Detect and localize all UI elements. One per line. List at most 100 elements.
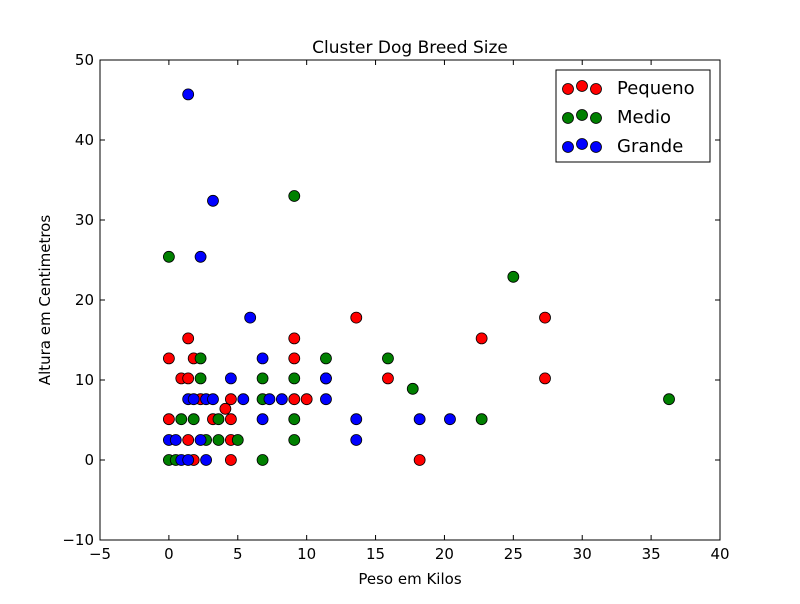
data-point bbox=[224, 454, 237, 466]
data-point bbox=[182, 454, 195, 466]
data-point bbox=[263, 393, 276, 406]
data-point bbox=[300, 393, 313, 406]
data-point bbox=[194, 372, 207, 385]
data-point bbox=[406, 382, 419, 395]
data-point bbox=[224, 393, 237, 406]
y-tick-label: 30 bbox=[75, 211, 94, 229]
data-point bbox=[231, 434, 244, 446]
x-axis-label: Peso em Kilos bbox=[358, 570, 461, 588]
data-point bbox=[194, 352, 207, 365]
data-point bbox=[444, 413, 456, 426]
x-tick-label: 30 bbox=[573, 545, 592, 563]
data-point bbox=[182, 88, 195, 101]
data-point bbox=[244, 311, 257, 324]
data-point bbox=[413, 454, 426, 466]
data-point bbox=[162, 352, 175, 365]
data-point bbox=[275, 393, 288, 406]
data-point bbox=[212, 413, 225, 426]
data-point bbox=[288, 434, 301, 446]
y-tick-label: 40 bbox=[75, 131, 94, 149]
data-point bbox=[187, 393, 200, 406]
x-tick-label: 40 bbox=[710, 545, 729, 563]
data-point bbox=[382, 372, 394, 385]
y-tick-label: 20 bbox=[75, 291, 94, 309]
series-pequeno bbox=[162, 311, 551, 466]
data-point bbox=[175, 413, 188, 426]
data-point bbox=[207, 194, 219, 207]
data-point bbox=[320, 372, 332, 385]
legend-marker bbox=[590, 141, 602, 153]
data-point bbox=[200, 454, 212, 466]
x-tick-label: 5 bbox=[233, 545, 243, 563]
data-point bbox=[288, 332, 301, 345]
data-point bbox=[320, 352, 332, 365]
chart-title: Cluster Dog Breed Size bbox=[312, 38, 508, 58]
plot-frame bbox=[99, 59, 721, 541]
x-tick-label: 15 bbox=[366, 545, 385, 563]
legend-marker bbox=[562, 141, 574, 153]
x-tick-label: 25 bbox=[504, 545, 523, 563]
y-tick-label: 50 bbox=[75, 51, 94, 69]
axis-ticks: −5 0 5 10 15 20 25 30 35 40 −10 0 10 20 30 40 50 bbox=[62, 51, 729, 563]
data-point bbox=[256, 372, 269, 385]
data-point bbox=[182, 372, 195, 385]
data-point bbox=[475, 332, 488, 345]
data-point bbox=[539, 311, 551, 324]
series-grande bbox=[162, 88, 456, 466]
data-point bbox=[256, 454, 269, 466]
legend-entry: Medio bbox=[562, 107, 671, 128]
data-point bbox=[288, 190, 301, 202]
legend-marker bbox=[590, 83, 602, 95]
y-tick-label: 10 bbox=[75, 371, 94, 389]
data-point bbox=[182, 434, 195, 446]
legend-marker bbox=[576, 80, 588, 92]
data-point bbox=[182, 332, 195, 345]
data-point bbox=[169, 434, 182, 446]
legend-marker bbox=[562, 83, 574, 95]
data-point bbox=[288, 372, 301, 385]
y-tick-label: −10 bbox=[62, 531, 94, 549]
legend-entry: Pequeno bbox=[562, 78, 695, 99]
x-tick-label: −5 bbox=[89, 545, 111, 563]
data-point bbox=[288, 352, 301, 365]
data-point bbox=[187, 413, 200, 426]
data-point bbox=[219, 402, 232, 415]
x-tick-label: 10 bbox=[297, 545, 316, 563]
data-point bbox=[350, 311, 363, 324]
data-point bbox=[382, 352, 394, 365]
legend-marker bbox=[562, 112, 574, 124]
data-point bbox=[413, 413, 426, 426]
data-point bbox=[539, 372, 551, 385]
y-tick-label: 0 bbox=[84, 451, 94, 469]
y-axis-label: Altura em Centimetros bbox=[36, 215, 54, 386]
data-point bbox=[256, 413, 269, 426]
legend-marker bbox=[576, 138, 588, 150]
legend: Pequeno Medio Grande bbox=[555, 69, 711, 163]
data-point bbox=[288, 393, 301, 406]
data-point bbox=[162, 413, 175, 426]
data-point bbox=[663, 393, 675, 406]
x-tick-label: 35 bbox=[642, 545, 661, 563]
data-point bbox=[194, 250, 207, 263]
data-point bbox=[507, 270, 520, 283]
data-point bbox=[256, 352, 269, 365]
x-tick-label: 20 bbox=[435, 545, 454, 563]
x-tick-label: 0 bbox=[164, 545, 174, 563]
data-point bbox=[350, 413, 363, 426]
legend-marker bbox=[576, 109, 588, 121]
data-point bbox=[224, 372, 237, 385]
data-points bbox=[162, 88, 675, 466]
legend-marker bbox=[590, 112, 602, 124]
data-point bbox=[237, 393, 250, 406]
data-point bbox=[224, 413, 237, 426]
legend-entry: Grande bbox=[562, 136, 683, 157]
legend-label: Medio bbox=[617, 107, 671, 128]
data-point bbox=[194, 434, 207, 446]
data-point bbox=[350, 434, 363, 446]
legend-label: Grande bbox=[617, 136, 683, 157]
data-point bbox=[288, 413, 301, 426]
data-point bbox=[320, 393, 332, 406]
data-point bbox=[207, 393, 219, 406]
